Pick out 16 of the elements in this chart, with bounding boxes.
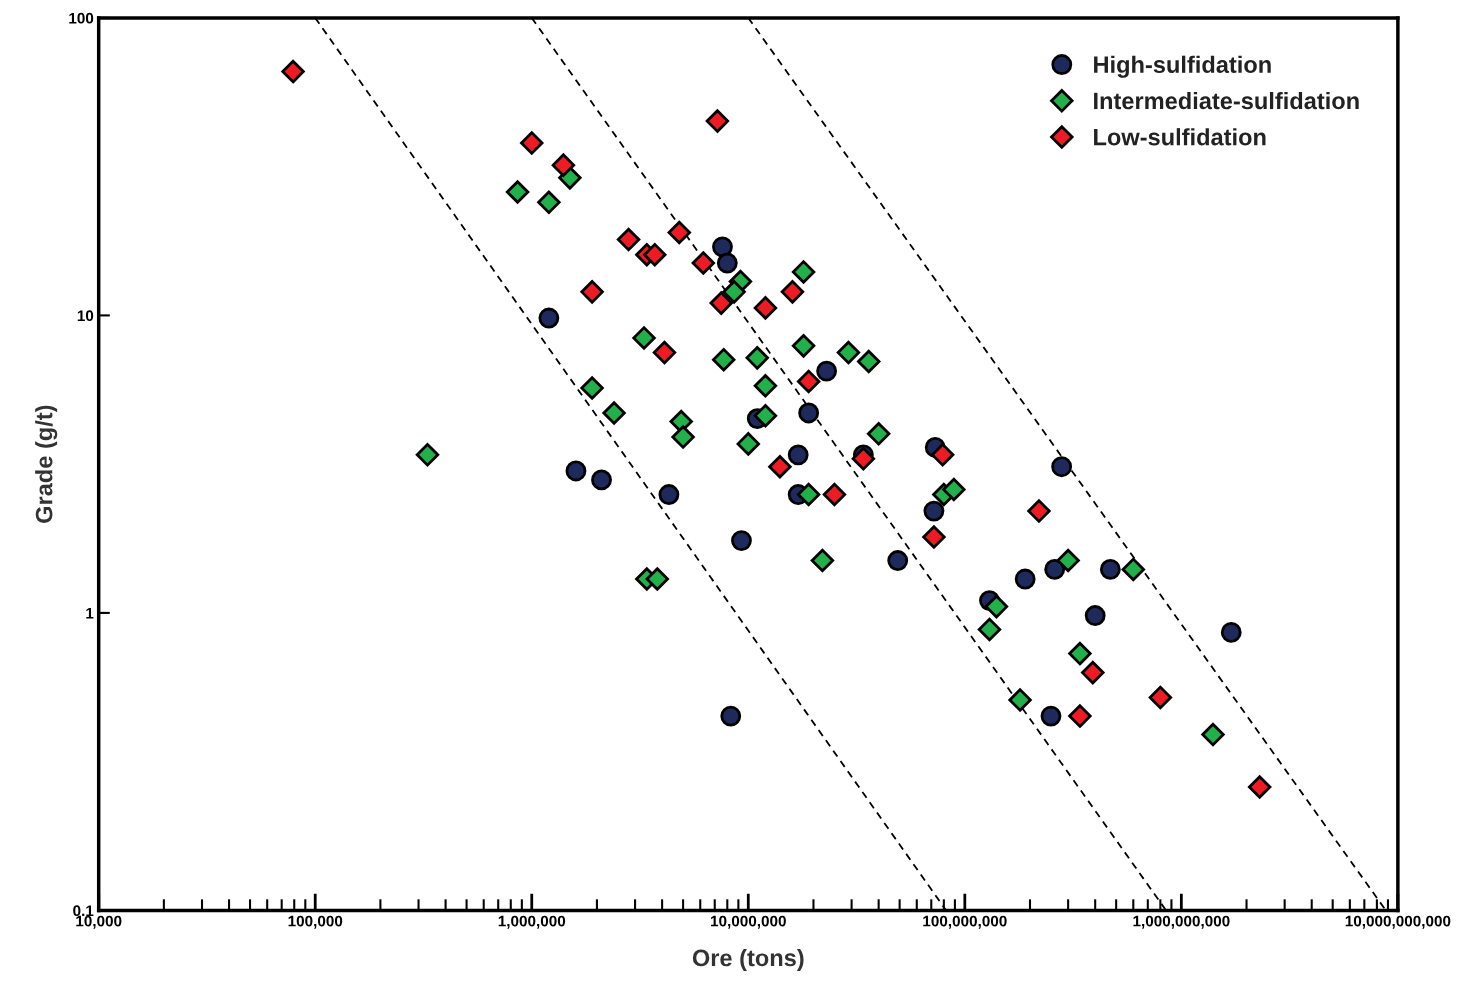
x-tick-label: 10,000 <box>76 915 122 929</box>
x-tick-label: 1,000,000,000 <box>1133 915 1230 929</box>
x-tick-label: 1,000,000 <box>498 915 566 929</box>
legend-label: Low-sulfidation <box>1094 128 1266 146</box>
x-tick-label: 100,000 <box>288 915 343 929</box>
x-axis-title: Ore (tons) <box>692 948 804 971</box>
legend-label: High-sulfidation <box>1094 55 1271 78</box>
x-tick-label: 10,000,000,000 <box>1345 915 1451 929</box>
y-tick-label: 10 <box>77 310 94 322</box>
x-tick-label: 100,000,000 <box>923 915 1007 929</box>
x-tick-label: 10,000,000 <box>711 915 786 929</box>
y-tick-label: 100 <box>69 12 94 24</box>
y-tick-label: 0.1 <box>73 905 94 917</box>
legend-label: Intermediate-sulfidation <box>1094 91 1359 110</box>
y-tick-label: 1 <box>86 607 94 619</box>
y-axis-title: Grade (g/t) <box>35 405 58 523</box>
